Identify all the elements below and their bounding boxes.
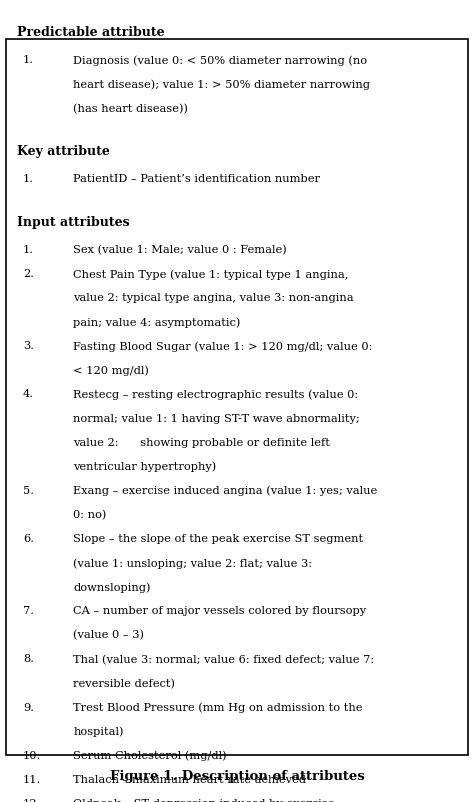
Text: value 2: typical type angina, value 3: non-angina: value 2: typical type angina, value 3: n… (73, 293, 354, 302)
Text: Figure 1. Description of attributes: Figure 1. Description of attributes (109, 769, 365, 782)
Text: Thalach – maximum heart rate achieved: Thalach – maximum heart rate achieved (73, 774, 307, 784)
Text: (value 0 – 3): (value 0 – 3) (73, 630, 145, 640)
Text: PatientID – Patient’s identification number: PatientID – Patient’s identification num… (73, 174, 320, 184)
Text: Trest Blood Pressure (mm Hg on admission to the: Trest Blood Pressure (mm Hg on admission… (73, 702, 363, 712)
Text: reversible defect): reversible defect) (73, 678, 175, 688)
Text: pain; value 4: asymptomatic): pain; value 4: asymptomatic) (73, 317, 241, 327)
Text: 6.: 6. (23, 533, 34, 543)
Text: Sex (value 1: Male; value 0 : Female): Sex (value 1: Male; value 0 : Female) (73, 245, 287, 255)
Text: downsloping): downsloping) (73, 581, 151, 592)
Text: (value 1: unsloping; value 2: flat; value 3:: (value 1: unsloping; value 2: flat; valu… (73, 557, 312, 568)
Text: 10.: 10. (23, 750, 41, 759)
Text: Key attribute: Key attribute (17, 145, 109, 158)
Text: 3.: 3. (23, 341, 34, 350)
Text: ventricular hypertrophy): ventricular hypertrophy) (73, 461, 217, 472)
Text: 8.: 8. (23, 654, 34, 663)
Text: Thal (value 3: normal; value 6: fixed defect; value 7:: Thal (value 3: normal; value 6: fixed de… (73, 654, 374, 664)
Text: 4.: 4. (23, 389, 34, 399)
Text: Diagnosis (value 0: < 50% diameter narrowing (no: Diagnosis (value 0: < 50% diameter narro… (73, 55, 368, 66)
Text: 5.: 5. (23, 485, 34, 495)
Text: normal; value 1: 1 having ST-T wave abnormality;: normal; value 1: 1 having ST-T wave abno… (73, 413, 360, 423)
Text: 1.: 1. (23, 55, 34, 65)
Text: Input attributes: Input attributes (17, 216, 129, 229)
Text: 11.: 11. (23, 774, 41, 784)
Text: value 2:      showing probable or definite left: value 2: showing probable or definite le… (73, 437, 330, 447)
Text: 9.: 9. (23, 702, 34, 711)
Text: (has heart disease)): (has heart disease)) (73, 103, 189, 114)
Text: 7.: 7. (23, 606, 34, 615)
Text: Exang – exercise induced angina (value 1: yes; value: Exang – exercise induced angina (value 1… (73, 485, 378, 496)
Text: Slope – the slope of the peak exercise ST segment: Slope – the slope of the peak exercise S… (73, 533, 364, 543)
Text: Fasting Blood Sugar (value 1: > 120 mg/dl; value 0:: Fasting Blood Sugar (value 1: > 120 mg/d… (73, 341, 373, 351)
Text: 12.: 12. (23, 798, 41, 802)
Text: 1.: 1. (23, 245, 34, 254)
Text: heart disease); value 1: > 50% diameter narrowing: heart disease); value 1: > 50% diameter … (73, 79, 371, 90)
Text: hospital): hospital) (73, 726, 124, 736)
Text: 0: no): 0: no) (73, 509, 107, 520)
Text: Predictable attribute: Predictable attribute (17, 26, 164, 39)
Text: 2.: 2. (23, 269, 34, 278)
Text: 1.: 1. (23, 174, 34, 184)
Text: < 120 mg/dl): < 120 mg/dl) (73, 365, 149, 375)
Text: Restecg – resting electrographic results (value 0:: Restecg – resting electrographic results… (73, 389, 359, 399)
Text: Chest Pain Type (value 1: typical type 1 angina,: Chest Pain Type (value 1: typical type 1… (73, 269, 349, 279)
FancyBboxPatch shape (6, 40, 468, 755)
Text: CA – number of major vessels colored by floursopy: CA – number of major vessels colored by … (73, 606, 366, 615)
Text: Serum Cholesterol (mg/dl): Serum Cholesterol (mg/dl) (73, 750, 227, 760)
Text: Oldpeak – ST depression induced by exercise: Oldpeak – ST depression induced by exerc… (73, 798, 335, 802)
